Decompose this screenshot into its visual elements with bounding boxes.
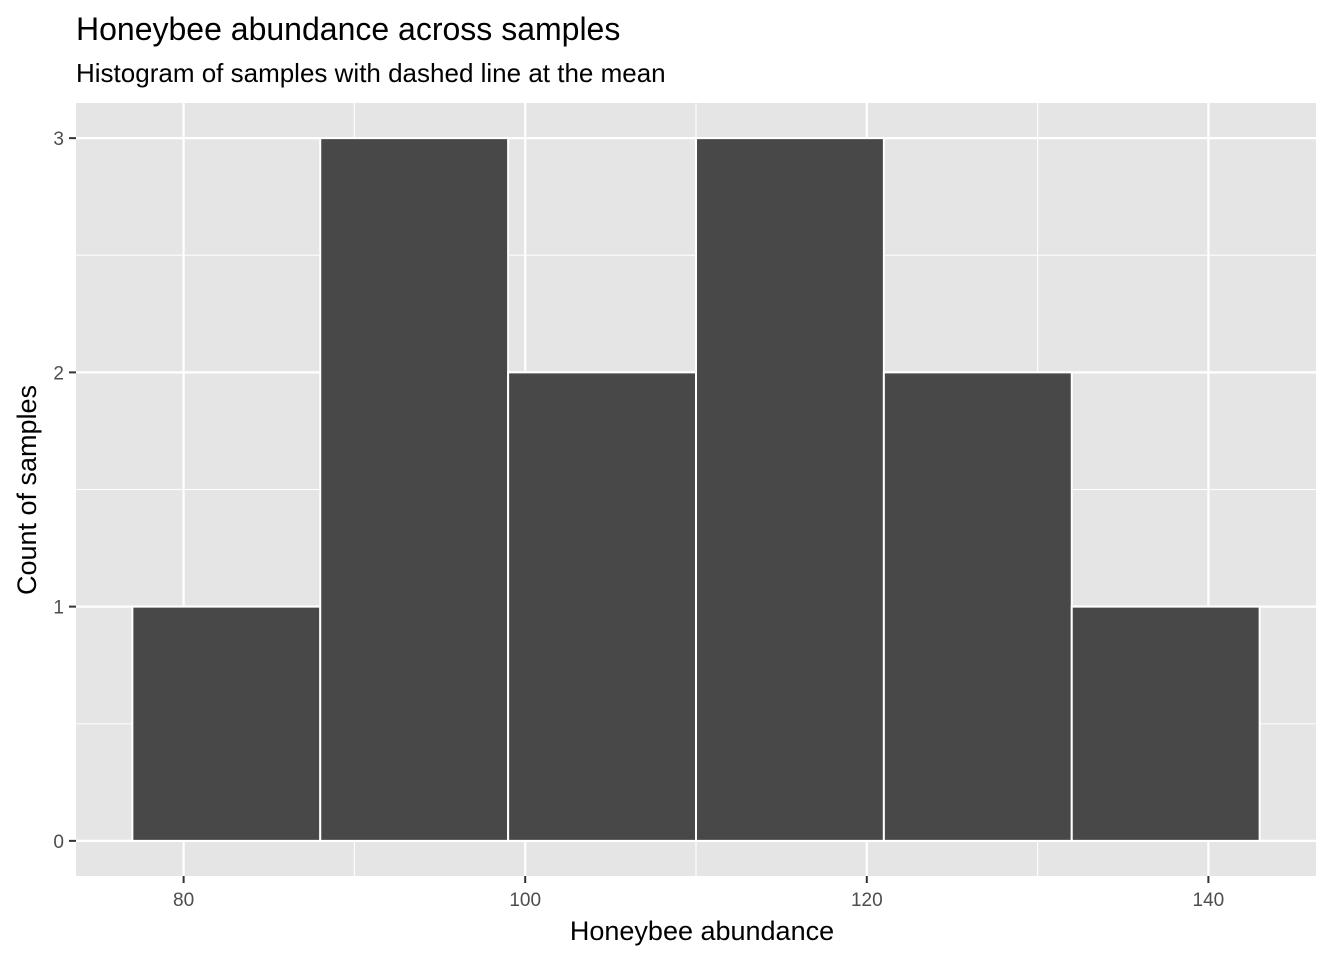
y-tick-label: 0	[53, 832, 64, 853]
histogram-bars	[131, 137, 1261, 842]
histogram-bar-3	[507, 371, 697, 842]
chart-subtitle: Histogram of samples with dashed line at…	[76, 58, 666, 88]
histogram-bar-5	[882, 371, 1073, 842]
x-tick-label: 80	[173, 890, 194, 911]
x-tick-label: 120	[851, 890, 883, 911]
y-tick-label: 2	[53, 363, 64, 384]
x-tick-label: 140	[1193, 890, 1225, 911]
y-axis: 0 1 2 3	[53, 129, 76, 853]
histogram-bar-4	[695, 137, 885, 842]
chart-title: Honeybee abundance across samples	[76, 11, 620, 47]
histogram-bar-1	[131, 605, 322, 842]
y-tick-label: 1	[53, 598, 64, 619]
y-tick-label: 3	[53, 129, 64, 150]
x-tick-label: 100	[509, 890, 541, 911]
histogram-bar-2	[319, 137, 510, 842]
x-axis-title: Honeybee abundance	[570, 916, 834, 946]
histogram-bar-6	[1070, 605, 1261, 842]
x-axis: 80 100 120 140	[173, 876, 1224, 911]
y-axis-title: Count of samples	[12, 385, 42, 595]
